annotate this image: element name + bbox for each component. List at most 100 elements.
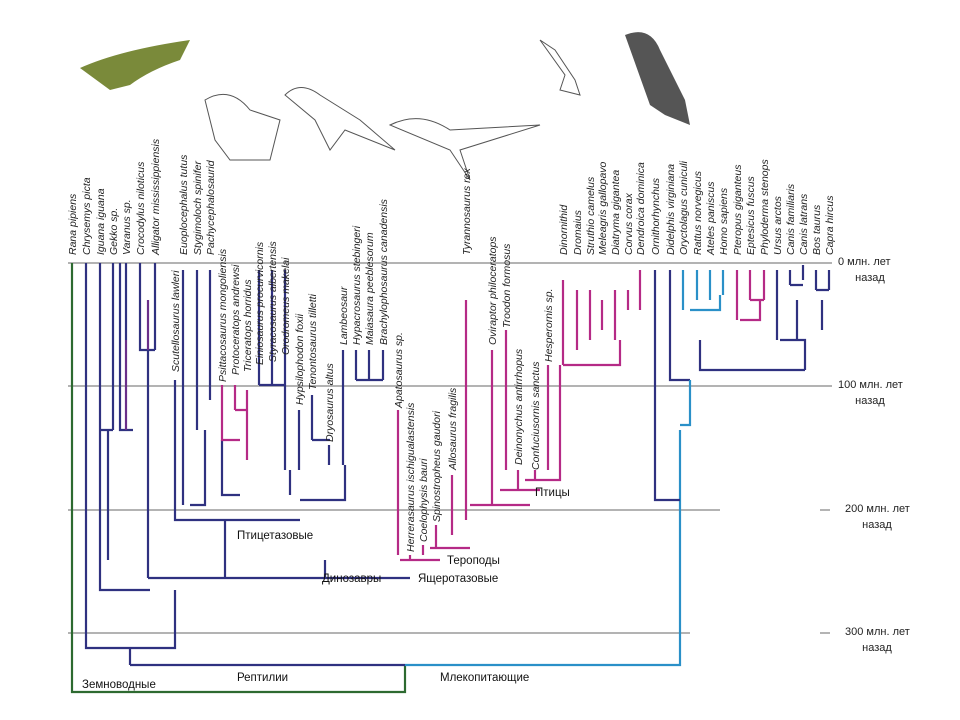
triceratops-icon: [204, 93, 281, 161]
branch: [653, 270, 690, 502]
species-label: Crocodylus niloticus: [135, 161, 147, 255]
time-label: 0 млн. лет: [838, 256, 891, 268]
species-label: Psittacosaurus mongoliensis: [217, 248, 229, 382]
labels: Rana pipiens Chrysemys picta Iguana iguana…: [67, 138, 910, 691]
group-label: Птицы: [535, 487, 570, 499]
species-label: Ornithorhynchus: [650, 177, 662, 255]
branch: [220, 385, 249, 460]
time-label: 100 млн. лет: [838, 379, 903, 391]
species-label: Coelophysis bauri: [418, 458, 430, 542]
branch: [100, 263, 157, 578]
species-label: Maiasaura peeblesorum: [364, 232, 376, 345]
species-label: Pachycephalosaurid: [205, 159, 217, 255]
species-label: Confuciusornis sanctus: [530, 361, 542, 470]
branch: [698, 265, 831, 372]
branch: [70, 263, 407, 694]
crow-icon: [625, 32, 690, 126]
species-label: Spinostropheus gaudori: [431, 410, 443, 522]
species-label: Pteropus giganteus: [732, 164, 744, 255]
group-label: Динозавры: [322, 573, 381, 585]
species-label: Diatryma gigantea: [610, 170, 622, 255]
species-label: Capra hircus: [824, 195, 836, 255]
group-label: Млекопитающие: [440, 672, 529, 684]
time-label: 200 млн. лет: [845, 503, 910, 515]
branch: [148, 520, 410, 580]
species-label: Dromaius: [572, 209, 584, 255]
species-label: Hesperornis sp.: [543, 288, 555, 362]
species-label: Dinornithid: [558, 204, 570, 255]
time-label: назад: [862, 642, 892, 654]
species-label: Einiosaurus procurvicornis: [254, 241, 266, 365]
time-lines: [68, 262, 832, 634]
species-label: Hypsilophodon foxii: [294, 313, 306, 405]
species-label: Tenontosaurus tilletti: [307, 293, 319, 390]
group-label: Рептилии: [237, 672, 288, 684]
species-label: Styracosaurus albertensis: [267, 240, 279, 362]
species-label: Herrerasaurus ischigualastensis: [405, 402, 417, 552]
species-label: Euoplocephalus tutus: [178, 154, 190, 255]
species-label: Stygimoloch spinifer: [192, 161, 204, 255]
group-label: Земноводные: [82, 679, 156, 691]
group-label: Птицетазовые: [237, 530, 313, 542]
branch: [257, 270, 292, 495]
species-label: Protoceratops andrewsi: [230, 264, 242, 375]
species-label: Corvus corax: [623, 192, 635, 255]
silhouettes: [80, 32, 690, 181]
branch: [735, 270, 766, 322]
species-label: Bos taurus: [811, 204, 823, 255]
group-label: Тероподы: [447, 555, 500, 567]
species-label: Varanus sp.: [121, 199, 133, 255]
branch: [405, 430, 682, 667]
species-label: Hypacrosaurus stebingeri: [351, 225, 363, 345]
crocodile-icon: [80, 40, 190, 90]
species-label: Didelphis virginiana: [665, 164, 677, 255]
branch: [396, 300, 470, 562]
tree-structure: [70, 263, 831, 694]
species-label: Oviraptor philoceratops: [487, 236, 499, 345]
time-label: 300 млн. лет: [845, 626, 910, 638]
species-label: Ursus arctos: [772, 195, 784, 255]
time-label: назад: [855, 272, 885, 284]
species-label: Rana pipiens: [67, 193, 79, 255]
species-label: Canis latrans: [798, 193, 810, 255]
dinosaur-icon: [284, 87, 396, 151]
species-label: Homo sapiens: [718, 187, 730, 255]
trex-icon: [388, 118, 541, 181]
species-label: Ateles paniscus: [705, 181, 717, 256]
species-label: Deinonychus antirrhopus: [513, 348, 525, 465]
branch: [124, 300, 150, 430]
species-label: Canis familiaris: [785, 183, 797, 255]
branch: [98, 263, 150, 592]
species-label: Chrysemys picta: [81, 177, 93, 255]
species-label: Dryosaurus altus: [324, 362, 336, 442]
species-label: Struthio camelus: [585, 176, 597, 255]
species-label: Oryctolagus cuniculi: [678, 160, 690, 255]
species-label: Iguana iguana: [95, 188, 107, 255]
species-label: Apatosaurus sp.: [393, 332, 405, 409]
species-label: Lambeosaur: [338, 286, 350, 345]
species-label: Phyloderma stenops: [759, 159, 771, 255]
branch: [561, 270, 642, 367]
species-label: Triceratops horridus: [242, 279, 254, 372]
species-label: Alligator mississippiensis: [150, 138, 162, 256]
branch: [680, 270, 725, 427]
species-label: Tyrannosaurus rex: [461, 167, 473, 255]
species-label: Dendroica dominica: [635, 162, 647, 255]
time-label: назад: [855, 395, 885, 407]
species-label: Eptesicus fuscus: [745, 175, 757, 255]
species-label: Scutellosaurus lawleri: [170, 270, 182, 372]
bird-icon: [539, 39, 581, 96]
species-label: Brachylophosaurus canadensis: [378, 198, 390, 345]
branch: [297, 350, 385, 502]
time-label: назад: [862, 519, 892, 531]
species-label: Meleagris gallopavo: [597, 161, 609, 255]
species-label: Orodromeus makelai: [280, 257, 292, 355]
branch: [470, 330, 562, 507]
branch: [173, 270, 300, 522]
species-label: Troodon formosus: [501, 243, 513, 328]
species-label: Allosaurus fragilis: [447, 387, 459, 471]
species-label: Gekko sp.: [108, 208, 120, 255]
species-label: Rattus norvegicus: [692, 170, 704, 255]
group-label: Ящеротазовые: [418, 573, 498, 585]
